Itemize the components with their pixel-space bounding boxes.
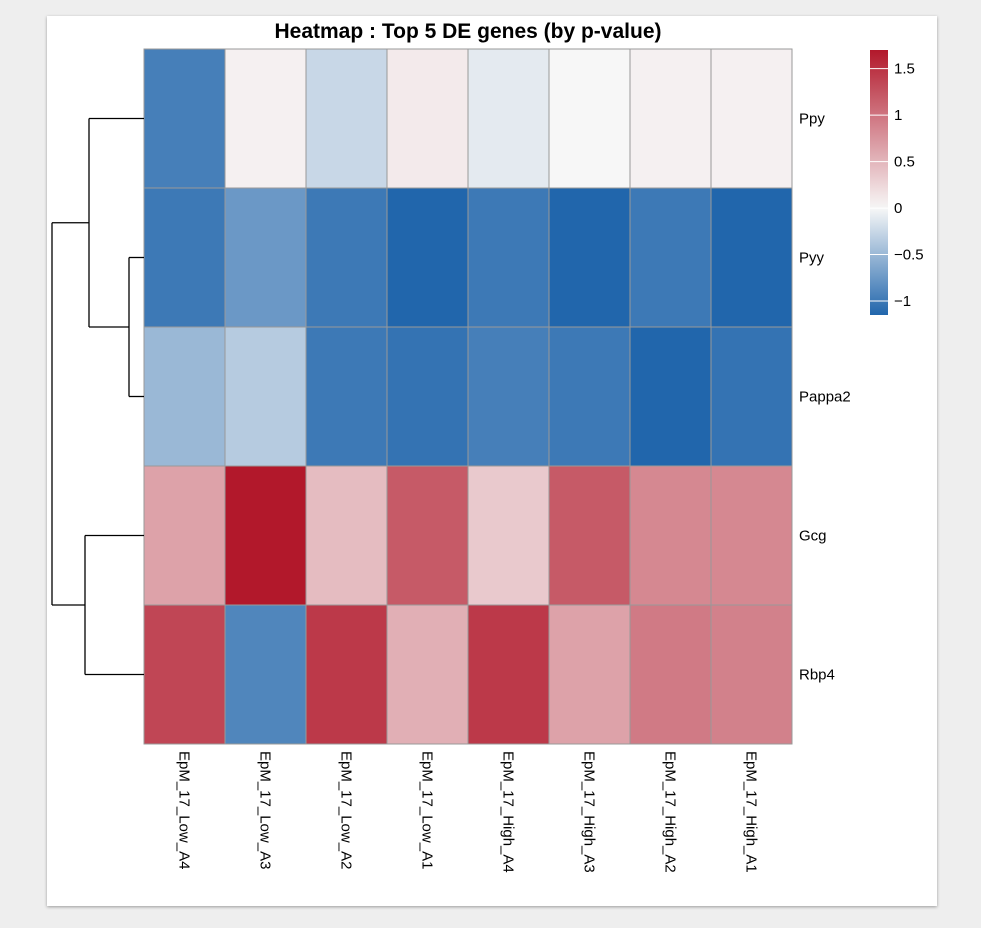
row-label: Pyy: [799, 250, 825, 267]
heatmap-cell: [467, 48, 550, 189]
column-label: EpM_17_Low_A2: [338, 751, 355, 869]
heatmap-cell: [629, 187, 712, 328]
heatmap-cell: [305, 187, 388, 328]
heatmap-cell: [305, 604, 388, 745]
row-label: Pappa2: [799, 389, 851, 406]
heatmap-cell: [629, 48, 712, 189]
row-label: Gcg: [799, 528, 827, 545]
heatmap-cell: [710, 465, 793, 606]
row-dendrogram: [51, 117, 144, 676]
column-label: EpM_17_Low_A1: [419, 751, 436, 869]
column-labels: EpM_17_Low_A4 EpM_17_Low_A3 EpM_17_Low_A2 E…: [176, 751, 760, 873]
heatmap-cell: [467, 187, 550, 328]
heatmap-cell: [386, 465, 469, 606]
legend-tick-label: 1: [894, 107, 902, 124]
heatmap-cell: [305, 465, 388, 606]
heatmap-cell: [143, 187, 226, 328]
heatmap-cell: [548, 48, 631, 189]
plot-panel: Heatmap : Top 5 DE genes (by p-value) Pp…: [47, 16, 937, 906]
legend-tick-label: −1: [894, 293, 911, 310]
heatmap-cell: [710, 187, 793, 328]
heatmap-cell: [143, 465, 226, 606]
legend-tick-label: 0.5: [894, 154, 915, 171]
column-label: EpM_17_High_A4: [500, 751, 517, 873]
heatmap-cell: [548, 604, 631, 745]
legend-tick-label: 0: [894, 200, 902, 217]
heatmap-cell: [305, 48, 388, 189]
heatmap-cell: [548, 326, 631, 467]
chart-title: Heatmap : Top 5 DE genes (by p-value): [274, 20, 661, 43]
legend-tick-label: −0.5: [894, 247, 924, 264]
row-labels: Ppy Pyy Pappa2 Gcg Rbp4: [799, 111, 851, 684]
color-legend: 1.5 1 0.5 0 −0.5 −1: [870, 50, 924, 315]
heatmap-cell: [467, 604, 550, 745]
column-label: EpM_17_Low_A4: [176, 751, 193, 869]
heatmap-cell: [224, 465, 307, 606]
heatmap-cell: [224, 187, 307, 328]
heatmap-cell: [143, 326, 226, 467]
heatmap-cell: [467, 465, 550, 606]
row-label: Ppy: [799, 111, 825, 128]
heatmap-cell: [386, 48, 469, 189]
legend-tick-label: 1.5: [894, 61, 915, 78]
heatmap-cell: [305, 326, 388, 467]
heatmap-cell: [386, 604, 469, 745]
heatmap-cell: [629, 326, 712, 467]
column-label: EpM_17_High_A1: [743, 751, 760, 873]
heatmap-cell: [386, 326, 469, 467]
heatmap-cell: [548, 465, 631, 606]
heatmap-cell: [143, 48, 226, 189]
column-label: EpM_17_High_A3: [581, 751, 598, 873]
heatmap-cell: [548, 187, 631, 328]
heatmap-cell: [143, 604, 226, 745]
heatmap-cell: [467, 326, 550, 467]
heatmap-cell: [224, 326, 307, 467]
heatmap-cell: [710, 48, 793, 189]
row-label: Rbp4: [799, 667, 835, 684]
heatmap-cell: [386, 187, 469, 328]
heatmap-cell: [710, 326, 793, 467]
column-label: EpM_17_High_A2: [662, 751, 679, 873]
heatmap-cell: [224, 48, 307, 189]
heatmap-cell: [629, 604, 712, 745]
color-legend-bar: [870, 50, 888, 315]
heatmap-chart: Heatmap : Top 5 DE genes (by p-value) Pp…: [51, 20, 924, 873]
heatmap-cells: [143, 48, 793, 745]
heatmap-cell: [224, 604, 307, 745]
column-label: EpM_17_Low_A3: [257, 751, 274, 869]
heatmap-cell: [629, 465, 712, 606]
heatmap-cell: [710, 604, 793, 745]
